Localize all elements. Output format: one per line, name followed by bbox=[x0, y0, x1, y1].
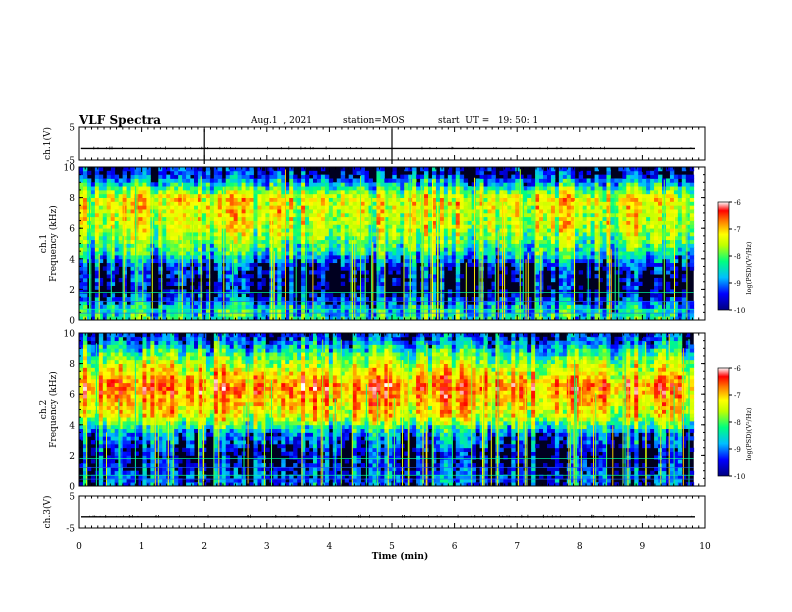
panel-2-ytick-5: 10 bbox=[64, 164, 76, 174]
x-axis-label: Time (min) bbox=[372, 551, 429, 562]
colorbar-ch1-label: log(PSD)(V²/Hz) bbox=[745, 241, 753, 294]
panel-2-ytick-0: 0 bbox=[69, 317, 75, 327]
x-tick-label-5: 5 bbox=[389, 542, 395, 552]
colorbar-ch2-label: log(PSD)(V²/Hz) bbox=[745, 407, 753, 460]
x-axis: 0 1 2 3 4 5 6 7 8 9 10 Time (min) bbox=[76, 542, 711, 562]
x-tick-label-1: 1 bbox=[139, 542, 145, 552]
waveform-ch3 bbox=[81, 514, 695, 518]
x-tick-label-8: 8 bbox=[577, 542, 583, 552]
colorbar-ch2-tick-0: -6 bbox=[734, 365, 741, 373]
panel-2-ytick-4: 8 bbox=[69, 194, 75, 204]
panel-2-axes: 0 2 4 6 8 10 ch.1 Frequency (kHz) bbox=[39, 164, 706, 327]
panel-3-ylabel-0: ch.2 bbox=[39, 400, 49, 419]
x-tick-label-3: 3 bbox=[264, 542, 270, 552]
colorbar-ch2-tick-1: -7 bbox=[734, 392, 741, 400]
spectrogram-ch1 bbox=[78, 167, 695, 321]
colorbar-ch2-tick-3: -9 bbox=[734, 446, 741, 454]
colorbar-ch1-tick-1: -7 bbox=[734, 226, 741, 234]
panel-2-ytick-3: 6 bbox=[69, 225, 75, 235]
colorbar-ch2-tick-2: -8 bbox=[734, 419, 741, 427]
colorbar-ch1-tick-4: -10 bbox=[734, 307, 745, 315]
colorbar-ch1-tick-0: -6 bbox=[734, 199, 741, 207]
station-label: station=MOS bbox=[343, 116, 405, 126]
panel-2-ylabel-1: Frequency (kHz) bbox=[48, 205, 59, 282]
panel-1-ylabel-0: ch.1(V) bbox=[42, 127, 53, 160]
panel-3-ylabel-1: Frequency (kHz) bbox=[48, 371, 59, 448]
x-tick-label-0: 0 bbox=[76, 542, 82, 552]
x-tick-label-9: 9 bbox=[640, 542, 646, 552]
panel-2-ytick-2: 4 bbox=[69, 255, 75, 265]
panel-3-ytick-4: 8 bbox=[69, 360, 75, 370]
x-tick-label-6: 6 bbox=[452, 542, 458, 552]
panel-3-ytick-2: 4 bbox=[69, 421, 75, 431]
colorbar-ch2-bar bbox=[717, 367, 730, 477]
start-time-label: start UT = 19: 50: 1 bbox=[438, 116, 539, 126]
x-tick-label-2: 2 bbox=[201, 542, 207, 552]
x-tick-label-10: 10 bbox=[699, 542, 711, 552]
panel-3-ytick-3: 6 bbox=[69, 391, 75, 401]
colorbar-ch1: -6 -7 -8 -9 -10 log(PSD)(V²/Hz) bbox=[717, 199, 753, 315]
x-tick-label-4: 4 bbox=[327, 542, 333, 552]
panel-4-ytick-1: -5 bbox=[66, 525, 75, 535]
colorbar-ch1-bar bbox=[717, 201, 730, 311]
panel-1-ytick-1: -5 bbox=[66, 157, 75, 167]
panel-1-ytick-0: 5 bbox=[69, 124, 75, 134]
chart-title: VLF Spectra bbox=[79, 113, 162, 127]
colorbar-ch1-tick-2: -8 bbox=[734, 253, 741, 261]
date-label: Aug.1 , 2021 bbox=[251, 116, 312, 126]
panel-3-ytick-0: 0 bbox=[69, 483, 75, 493]
colorbar-ch2: -6 -7 -8 -9 -10 log(PSD)(V²/Hz) bbox=[717, 365, 753, 481]
panel-2-ytick-1: 2 bbox=[69, 286, 75, 296]
panel-2-ylabel-0: ch.1 bbox=[39, 234, 49, 253]
panel-3-ytick-1: 2 bbox=[69, 452, 75, 462]
panel-4-ylabel-0: ch.3(V) bbox=[42, 496, 53, 529]
spectrogram-ch2 bbox=[79, 333, 695, 487]
panel-1-axes: 5 -5 ch.1(V) bbox=[42, 124, 706, 167]
panel-4-ytick-0: 5 bbox=[69, 493, 75, 503]
panel-3-axes: 0 2 4 6 8 10 ch.2 Frequency (kHz) bbox=[39, 330, 706, 493]
colorbar-ch1-tick-3: -9 bbox=[734, 280, 741, 288]
x-tick-label-7: 7 bbox=[514, 542, 520, 552]
waveform-ch1 bbox=[80, 129, 695, 164]
panel-4-axes: 5 -5 ch.3(V) bbox=[42, 493, 706, 535]
colorbar-ch2-tick-4: -10 bbox=[734, 473, 745, 481]
panel-3-ytick-5: 10 bbox=[64, 330, 76, 340]
